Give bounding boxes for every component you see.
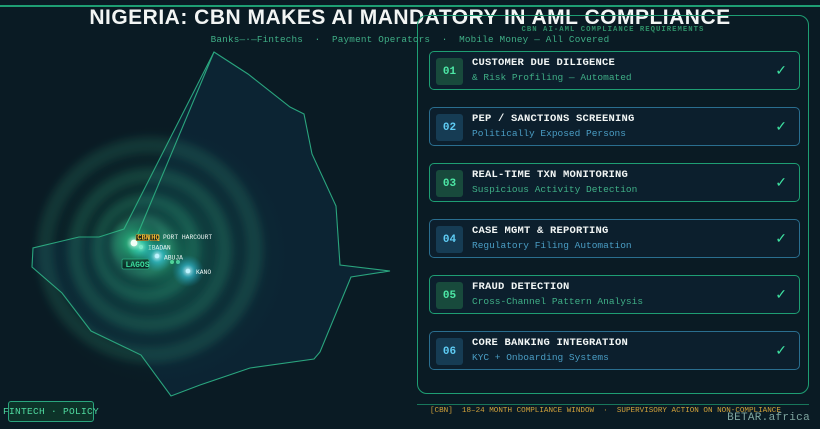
svg-text:CBN: CBN [137, 235, 150, 243]
svg-text:ABUJA: ABUJA [164, 255, 183, 262]
svg-text:PORT HARCOURT: PORT HARCOURT [163, 234, 212, 241]
svg-text:HQ: HQ [151, 235, 159, 243]
svg-text:KANO: KANO [196, 269, 211, 276]
